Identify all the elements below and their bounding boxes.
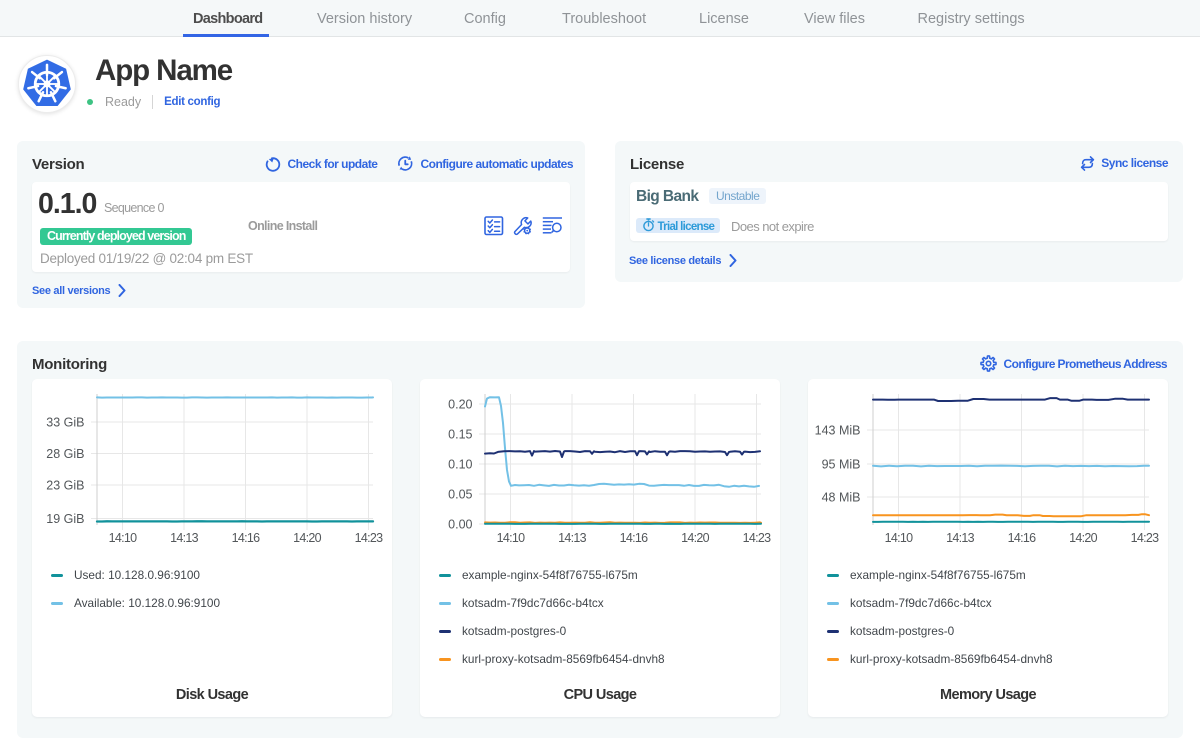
svg-text:0.10: 0.10 (448, 458, 472, 472)
svg-text:14:10: 14:10 (497, 531, 526, 545)
svg-text:0.05: 0.05 (448, 488, 472, 502)
svg-text:0.15: 0.15 (448, 428, 472, 442)
svg-text:14:10: 14:10 (109, 531, 138, 545)
svg-text:14:20: 14:20 (293, 531, 322, 545)
svg-text:143 MiB: 143 MiB (815, 424, 861, 438)
svg-text:14:10: 14:10 (885, 531, 914, 545)
svg-text:28 GiB: 28 GiB (46, 447, 84, 461)
svg-text:0.20: 0.20 (448, 398, 472, 412)
svg-text:14:13: 14:13 (558, 531, 587, 545)
svg-text:0.00: 0.00 (448, 518, 472, 532)
svg-text:14:16: 14:16 (1008, 531, 1037, 545)
svg-text:14:20: 14:20 (1069, 531, 1098, 545)
svg-text:14:20: 14:20 (681, 531, 710, 545)
svg-text:14:13: 14:13 (946, 531, 975, 545)
svg-text:95 MiB: 95 MiB (822, 458, 861, 472)
svg-text:14:23: 14:23 (1131, 531, 1160, 545)
svg-text:33 GiB: 33 GiB (46, 416, 84, 430)
svg-text:14:23: 14:23 (743, 531, 772, 545)
svg-text:14:23: 14:23 (355, 531, 384, 545)
svg-text:48 MiB: 48 MiB (822, 491, 861, 505)
svg-text:14:13: 14:13 (170, 531, 199, 545)
svg-text:19 GiB: 19 GiB (46, 512, 84, 526)
svg-text:14:16: 14:16 (232, 531, 261, 545)
svg-text:23 GiB: 23 GiB (46, 479, 84, 493)
svg-text:14:16: 14:16 (620, 531, 649, 545)
